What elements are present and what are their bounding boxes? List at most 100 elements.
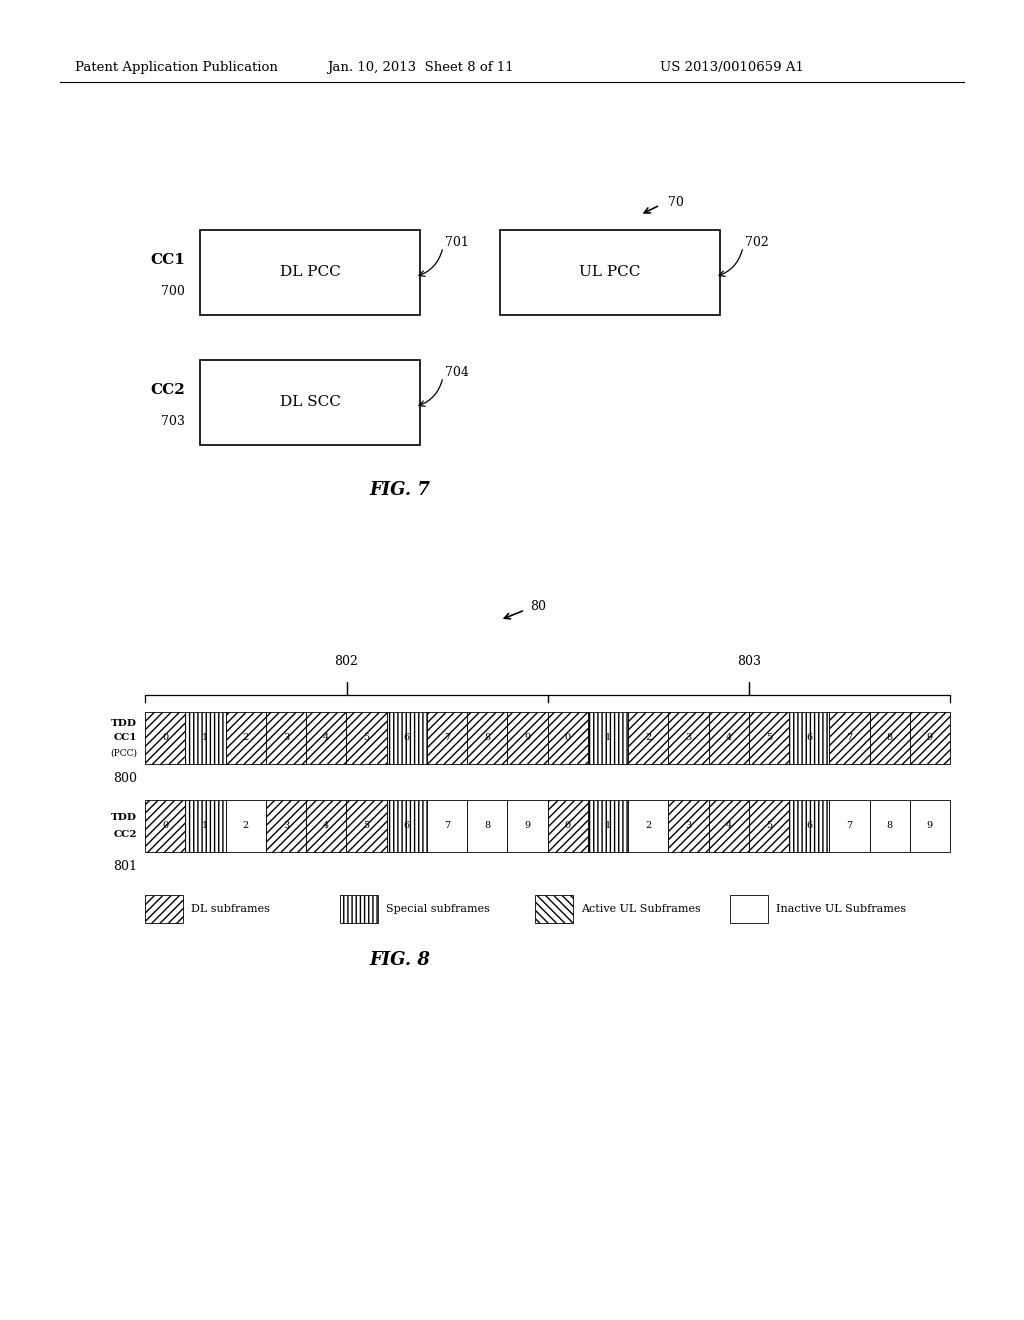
Text: 2: 2	[645, 734, 651, 742]
Bar	[548, 711, 588, 764]
Text: 4: 4	[725, 734, 732, 742]
Text: 2: 2	[243, 734, 249, 742]
Bar	[829, 800, 869, 851]
Bar	[386, 711, 427, 764]
Text: FIG. 8: FIG. 8	[370, 950, 430, 969]
Text: 702: 702	[745, 235, 769, 248]
Bar	[909, 800, 950, 851]
Bar	[266, 800, 306, 851]
Text: Inactive UL Subframes: Inactive UL Subframes	[776, 904, 906, 913]
Text: 4: 4	[323, 734, 330, 742]
Text: 0: 0	[162, 821, 168, 830]
Bar	[200, 230, 420, 315]
Text: 6: 6	[403, 821, 410, 830]
Text: 70: 70	[668, 195, 684, 209]
Bar	[145, 800, 185, 851]
Bar	[467, 711, 507, 764]
Text: Active UL Subframes: Active UL Subframes	[581, 904, 700, 913]
Text: CC2: CC2	[114, 830, 137, 840]
Text: 801: 801	[113, 859, 137, 873]
Bar	[225, 800, 266, 851]
Text: 80: 80	[530, 601, 546, 614]
Bar	[200, 360, 420, 445]
Bar	[669, 711, 709, 764]
Bar	[829, 711, 869, 764]
Bar	[669, 800, 709, 851]
Bar	[185, 711, 225, 764]
Bar	[507, 711, 548, 764]
Text: 1: 1	[605, 734, 611, 742]
Bar	[588, 800, 628, 851]
Bar	[346, 800, 386, 851]
Bar	[145, 711, 185, 764]
Text: FIG. 7: FIG. 7	[370, 480, 430, 499]
Text: 1: 1	[203, 734, 209, 742]
Bar	[346, 711, 386, 764]
Bar	[869, 800, 909, 851]
Text: 8: 8	[484, 821, 490, 830]
Bar	[306, 800, 346, 851]
Text: 9: 9	[524, 821, 530, 830]
Text: 6: 6	[403, 734, 410, 742]
Text: 7: 7	[443, 821, 450, 830]
Bar	[709, 800, 749, 851]
Text: 1: 1	[605, 821, 611, 830]
Text: 9: 9	[524, 734, 530, 742]
Text: 3: 3	[283, 821, 289, 830]
Text: 8: 8	[887, 734, 893, 742]
Text: 4: 4	[725, 821, 732, 830]
Text: 0: 0	[564, 821, 570, 830]
Text: 802: 802	[335, 655, 358, 668]
Text: 7: 7	[846, 734, 853, 742]
Text: Jan. 10, 2013  Sheet 8 of 11: Jan. 10, 2013 Sheet 8 of 11	[327, 62, 513, 74]
Text: 700: 700	[161, 285, 185, 298]
Text: UL PCC: UL PCC	[580, 265, 641, 280]
Bar	[427, 800, 467, 851]
Text: 5: 5	[766, 821, 772, 830]
Text: 803: 803	[737, 655, 761, 668]
Bar	[749, 800, 790, 851]
Bar	[145, 895, 183, 923]
Text: 704: 704	[445, 366, 469, 379]
Text: 5: 5	[364, 734, 370, 742]
Text: 9: 9	[927, 734, 933, 742]
Text: 8: 8	[887, 821, 893, 830]
Text: Special subframes: Special subframes	[386, 904, 489, 913]
Text: 703: 703	[161, 414, 185, 428]
Text: 5: 5	[766, 734, 772, 742]
Bar	[467, 800, 507, 851]
Text: 2: 2	[645, 821, 651, 830]
Text: 3: 3	[685, 734, 691, 742]
Text: 9: 9	[927, 821, 933, 830]
Text: TDD: TDD	[111, 813, 137, 821]
Bar	[749, 711, 790, 764]
Text: CC2: CC2	[151, 383, 185, 397]
Text: DL SCC: DL SCC	[280, 396, 340, 409]
Bar	[628, 711, 669, 764]
Text: 5: 5	[364, 821, 370, 830]
Text: US 2013/0010659 A1: US 2013/0010659 A1	[660, 62, 804, 74]
Text: 0: 0	[564, 734, 570, 742]
Bar	[628, 800, 669, 851]
Text: CC1: CC1	[151, 252, 185, 267]
Text: 1: 1	[203, 821, 209, 830]
Bar	[709, 711, 749, 764]
Text: 4: 4	[323, 821, 330, 830]
Text: 7: 7	[846, 821, 853, 830]
Text: 8: 8	[484, 734, 490, 742]
Bar	[386, 800, 427, 851]
Bar	[306, 711, 346, 764]
Text: Patent Application Publication: Patent Application Publication	[75, 62, 278, 74]
Text: TDD: TDD	[111, 719, 137, 727]
Text: DL PCC: DL PCC	[280, 265, 340, 280]
Bar	[790, 800, 829, 851]
Text: 2: 2	[243, 821, 249, 830]
Text: 0: 0	[162, 734, 168, 742]
Bar	[185, 800, 225, 851]
Bar	[500, 230, 720, 315]
Bar	[225, 711, 266, 764]
Bar	[588, 711, 628, 764]
Bar	[266, 711, 306, 764]
Bar	[909, 711, 950, 764]
Text: 6: 6	[806, 821, 812, 830]
